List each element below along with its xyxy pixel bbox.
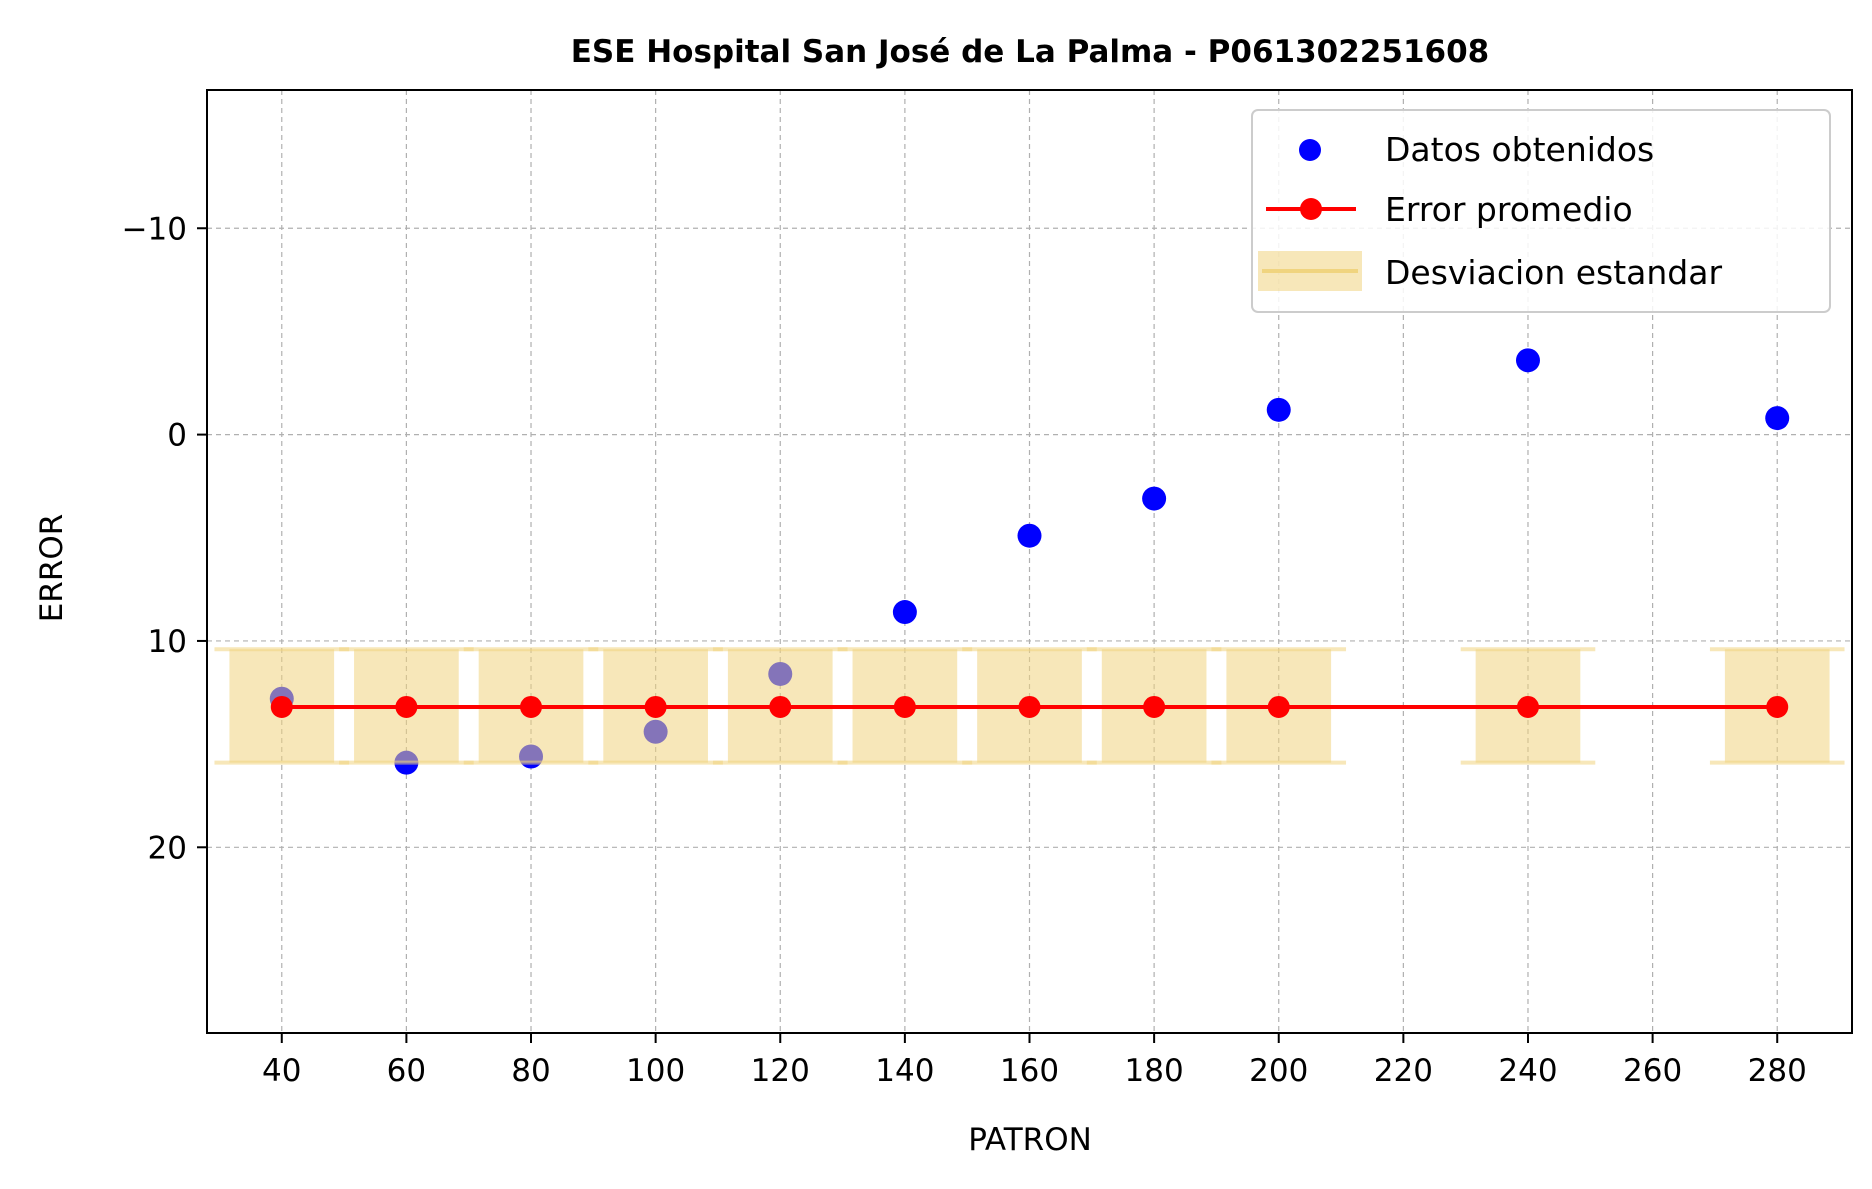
chart-title: ESE Hospital San José de La Palma - P061… [571, 34, 1489, 70]
mean-point [1516, 695, 1539, 718]
legend-scatter-label: Datos obtenidos [1385, 130, 1654, 169]
mean-point [1018, 695, 1041, 718]
mean-point [1766, 695, 1789, 718]
y-ticks: −10 0 10 20 [122, 211, 207, 866]
x-tick-label: 220 [1374, 1053, 1433, 1089]
mean-point [644, 695, 667, 718]
x-axis-label: PATRON [968, 1122, 1092, 1158]
data-point [1142, 486, 1167, 511]
legend-box [1251, 109, 1831, 313]
x-tick-label: 240 [1498, 1053, 1557, 1089]
mean-point [769, 695, 792, 718]
mean-point [893, 695, 916, 718]
y-tick-label: −10 [122, 211, 187, 247]
mean-point [1143, 695, 1166, 718]
mean-point [1267, 695, 1290, 718]
x-tick-label: 280 [1748, 1053, 1807, 1089]
x-tick-label: 120 [751, 1053, 810, 1089]
y-tick-label: 0 [167, 418, 187, 454]
x-tick-label: 160 [1000, 1053, 1059, 1089]
legend: Datos obtenidos Error promedio Desviacio… [1251, 109, 1831, 313]
mean-point [395, 695, 418, 718]
data-point [1765, 406, 1790, 431]
x-ticks: 40 60 80 100 120 140 160 180 200 220 240 260 280 [262, 1033, 1807, 1089]
data-point [1017, 523, 1042, 548]
data-point [892, 600, 917, 625]
x-tick-label: 260 [1623, 1053, 1682, 1089]
x-tick-label: 80 [511, 1053, 550, 1089]
mean-point [270, 695, 293, 718]
legend-scatter-marker [1299, 139, 1321, 161]
mean-line-layer [270, 695, 1789, 718]
x-tick-label: 200 [1249, 1053, 1308, 1089]
x-tick-label: 40 [262, 1053, 301, 1089]
x-tick-label: 140 [875, 1053, 934, 1089]
legend-band-label: Desviacion estandar [1385, 253, 1722, 292]
x-tick-label: 60 [387, 1053, 426, 1089]
x-tick-label: 180 [1125, 1053, 1184, 1089]
data-point [1515, 348, 1540, 373]
y-tick-label: 20 [148, 830, 187, 866]
x-tick-label: 100 [626, 1053, 685, 1089]
mean-point [520, 695, 543, 718]
y-tick-label: 10 [148, 624, 187, 660]
legend-line-label: Error promedio [1385, 190, 1633, 229]
legend-line-dot [1300, 198, 1322, 220]
y-axis-label: ERROR [34, 514, 70, 623]
data-point [1266, 397, 1291, 422]
